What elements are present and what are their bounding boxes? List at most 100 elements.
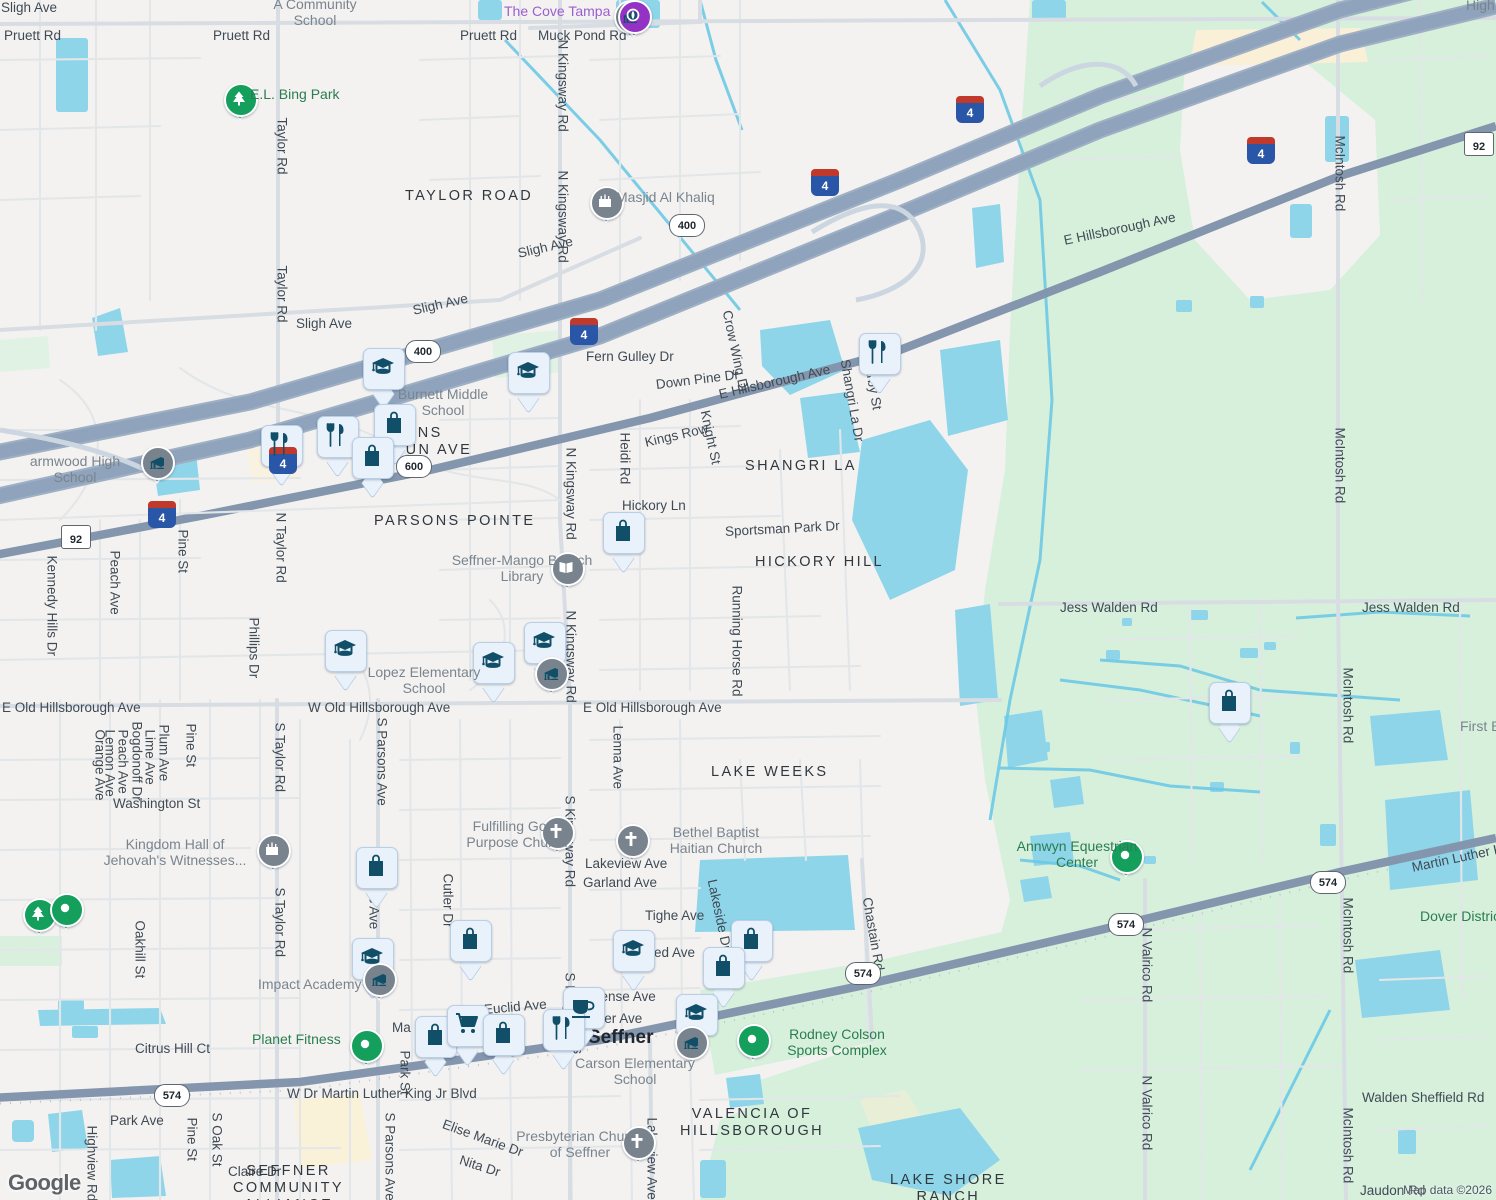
poi-circle-graduation[interactable]: [535, 657, 569, 695]
cross-icon: [550, 824, 562, 838]
shield-number: 4: [158, 511, 166, 525]
shield-number: 4: [966, 106, 974, 120]
shield-top: [811, 169, 839, 177]
pin-circle: [350, 1029, 384, 1063]
shopping-icon: [463, 927, 477, 949]
poi-pin-restaurant[interactable]: [317, 416, 359, 479]
poi-pin-shopping[interactable]: [483, 1014, 525, 1077]
dot-icon: [360, 1039, 370, 1049]
pin-circle: [618, 0, 652, 34]
dot-icon: [747, 1034, 757, 1044]
poi-pin-shopping[interactable]: [603, 512, 645, 575]
highway-shield: 4: [1247, 137, 1275, 164]
poi-circle-book[interactable]: [551, 552, 585, 590]
poi-pin-graduation[interactable]: [363, 348, 405, 411]
shield-top: [1247, 137, 1275, 145]
shopping-icon: [744, 927, 758, 949]
pin-circle: [616, 824, 650, 858]
graduation-icon: [533, 632, 555, 648]
google-logo: Google: [8, 1170, 81, 1195]
shopping-icon: [616, 519, 630, 541]
poi-circle-graduation[interactable]: [675, 1026, 709, 1064]
cross-icon: [631, 1134, 643, 1148]
poi-circle-tree[interactable]: [224, 83, 258, 121]
shield-number: 4: [821, 179, 829, 193]
poi-circle-graduation[interactable]: [141, 446, 175, 484]
poi-circle-spa[interactable]: [618, 0, 652, 38]
poi-pin-graduation[interactable]: [613, 930, 655, 993]
mosque-icon: [599, 194, 611, 207]
shield-top: [148, 501, 176, 509]
graduation-icon: [334, 640, 356, 656]
shopping-icon: [428, 1023, 442, 1045]
restaurant-icon: [552, 1016, 570, 1040]
highway-shield: 4: [148, 501, 176, 528]
graduation-icon: [361, 948, 383, 964]
highway-shield: 4: [570, 318, 598, 345]
shield-bottom: [956, 103, 984, 123]
poi-pin-graduation[interactable]: [508, 352, 550, 415]
shield-top: [956, 96, 984, 104]
highway-shield: 92: [61, 525, 91, 549]
shield-number: 4: [580, 328, 588, 342]
dot-icon: [1120, 850, 1130, 860]
shopping-icon: [369, 854, 383, 876]
shopping-icon: [387, 411, 401, 433]
poi-circle-dot[interactable]: [1110, 840, 1144, 878]
poi-circle-cross[interactable]: [541, 816, 575, 854]
poi-pin-cart[interactable]: [447, 1005, 489, 1068]
cup-icon: [572, 1000, 595, 1018]
pin-circle: [622, 1126, 656, 1160]
shopping-icon: [716, 954, 730, 976]
poi-pin-graduation[interactable]: [473, 642, 515, 705]
tree-icon: [233, 91, 245, 106]
poi-circle-dot[interactable]: [350, 1029, 384, 1067]
pin-circle: [737, 1024, 771, 1058]
map-attribution: Map data ©2026: [1403, 1183, 1492, 1197]
shield-bottom: [1247, 144, 1275, 164]
mosque-icon: [266, 842, 278, 855]
cross-icon: [625, 832, 637, 846]
poi-circle-dot[interactable]: [737, 1024, 771, 1062]
poi-pin-graduation[interactable]: [325, 630, 367, 693]
poi-pin-shopping[interactable]: [703, 947, 745, 1010]
poi-circle-graduation[interactable]: [363, 963, 397, 1001]
cart-icon: [456, 1013, 478, 1033]
highway-shield: 600: [396, 455, 432, 478]
highway-shield: 574: [1310, 871, 1346, 894]
highway-shield: 574: [845, 962, 881, 985]
highway-shield: 92: [1464, 132, 1494, 156]
graduation-icon: [622, 940, 644, 956]
poi-pin-shopping[interactable]: [450, 920, 492, 983]
pin-circle: [541, 816, 575, 850]
graduation-icon: [372, 974, 386, 986]
graduation-icon: [544, 668, 558, 680]
poi-pin-shopping[interactable]: [352, 437, 394, 500]
poi-pin-shopping[interactable]: [356, 847, 398, 910]
poi-circle-dot[interactable]: [50, 893, 84, 931]
shield-number: 4: [279, 457, 287, 471]
poi-circle-mosque[interactable]: [590, 186, 624, 224]
poi-pin-shopping[interactable]: [731, 920, 773, 983]
spa-icon: [626, 8, 640, 22]
poi-pin-restaurant[interactable]: [859, 333, 901, 396]
dot-icon: [60, 903, 70, 913]
graduation-icon: [372, 358, 394, 374]
shopping-icon: [1222, 689, 1236, 711]
highway-shield: 574: [1108, 913, 1144, 936]
shield-top: [570, 318, 598, 326]
graduation-icon: [685, 1004, 707, 1020]
shopping-icon: [365, 444, 379, 466]
poi-circle-cross[interactable]: [622, 1126, 656, 1164]
poi-circle-tree[interactable]: [23, 898, 57, 936]
highway-shield: 4: [956, 96, 984, 123]
poi-circle-cross[interactable]: [616, 824, 650, 862]
highway-shield: 400: [405, 340, 441, 363]
poi-circle-mosque[interactable]: [257, 834, 291, 872]
highway-shield: 400: [669, 214, 705, 237]
shield-bottom: [269, 454, 297, 474]
poi-pin-shopping[interactable]: [1209, 682, 1251, 745]
shield-number: 4: [1257, 147, 1265, 161]
